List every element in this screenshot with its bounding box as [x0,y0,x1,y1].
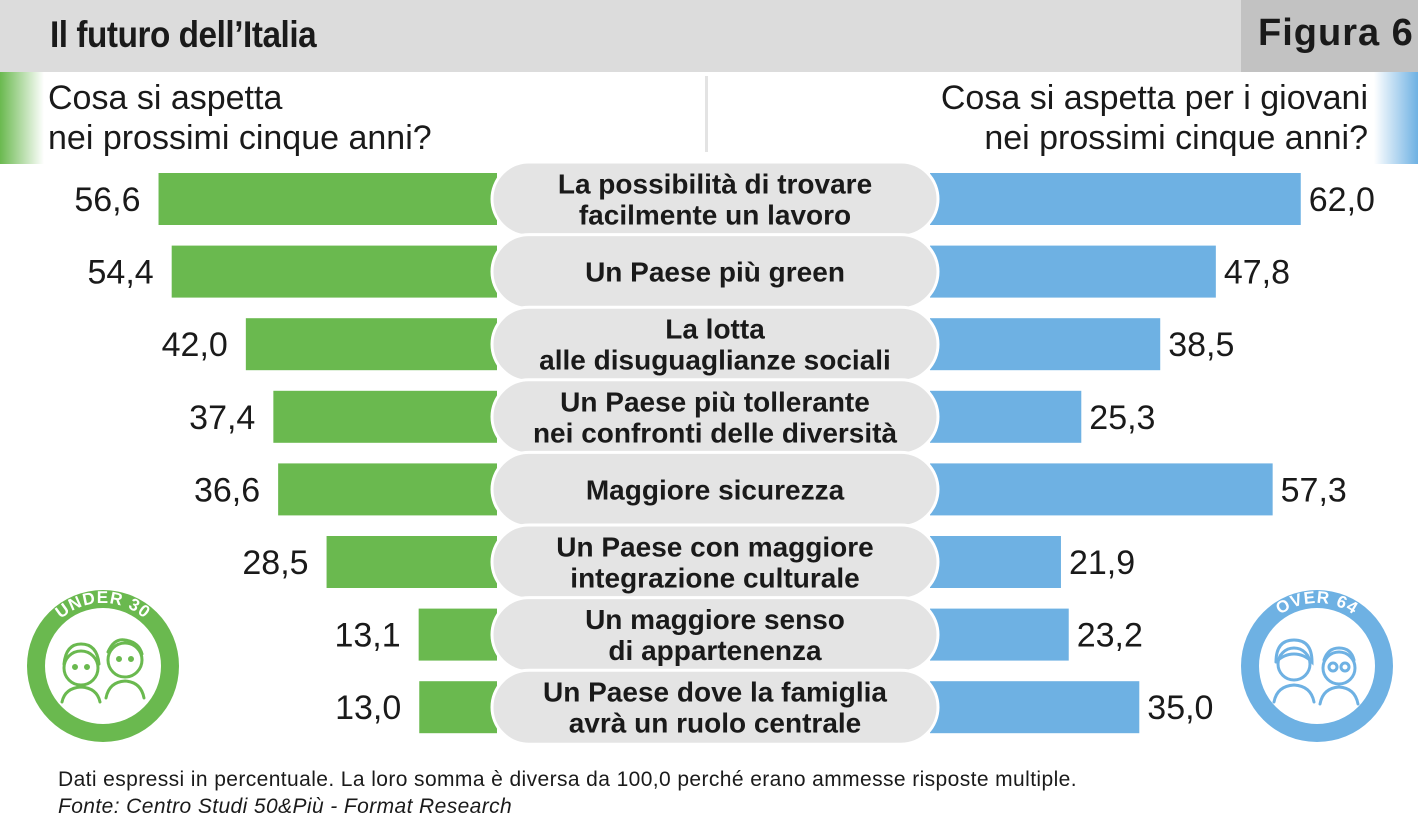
header-divider [705,76,708,152]
bar-left [419,681,497,734]
bar-right [930,608,1069,661]
bar-right [930,173,1301,225]
category-label: La possibilità di trovare facilmente un l… [558,169,872,231]
bar-right [930,245,1216,298]
bar-left [326,536,497,588]
figure-badge [1241,0,1418,72]
category-label: Un Paese più green [585,257,845,288]
value-label-right: 23,2 [1077,617,1143,655]
bar-left [158,173,498,225]
value-label-right: 25,3 [1089,399,1155,437]
category-label: Un Paese più tollerante nei confronti del… [533,386,898,448]
value-label-left: 28,5 [242,544,308,582]
bar-right [930,536,1061,588]
value-label-right: 57,3 [1281,471,1347,509]
bar-left [273,390,497,443]
right-accent-strip [1374,72,1418,164]
value-label-left: 36,6 [194,471,260,509]
value-label-left: 13,1 [334,617,400,655]
header-bar [0,0,1418,72]
young-people-icon [60,638,146,704]
bar-left [245,318,497,371]
bar-left [278,463,497,516]
value-label-left: 54,4 [88,254,154,292]
left-accent-strip [0,72,44,164]
elderly-people-icon [1272,638,1360,706]
bar-left [171,245,498,298]
value-label-left: 37,4 [189,399,255,437]
source-note: Fonte: Centro Studi 50&Più - Format Rese… [58,795,513,818]
bar-right [930,390,1082,443]
category-label: Maggiore sicurezza [586,474,845,505]
category-label: Un maggiore senso di appartenenza [585,604,845,666]
category-label: Un Paese con maggiore integrazione cultur… [556,532,873,594]
value-label-right: 47,8 [1224,254,1290,292]
bar-right [930,681,1140,734]
category-label: La lotta alle disuguaglianze sociali [539,314,891,376]
value-label-left: 13,0 [335,689,401,727]
butterfly-bar-chart: La possibilità di trovare facilmente un l… [74,160,1375,746]
figure-label: Figura 6 [1258,12,1414,54]
category-label: Un Paese dove la famiglia avrà un ruolo c… [543,677,887,739]
question-right: Cosa si aspetta per i giovani nei prossi… [940,79,1368,157]
value-label-right: 38,5 [1168,326,1234,364]
value-label-left: 56,6 [74,181,140,219]
footnote: Dati espressi in percentuale. La loro so… [58,768,1077,791]
bar-right [930,463,1273,516]
question-left: Cosa si aspetta nei prossimi cinque anni… [48,79,432,157]
page-title: Il futuro dell’Italia [50,14,317,55]
value-label-left: 42,0 [162,326,228,364]
under-30-badge: UNDER 30 [27,588,179,742]
value-label-right: 35,0 [1147,689,1213,727]
value-label-right: 21,9 [1069,544,1135,582]
bar-right [930,318,1161,371]
value-label-right: 62,0 [1309,181,1375,219]
over-64-badge: OVER 64 [1241,588,1393,742]
category-pill [490,668,940,746]
bar-left [418,608,497,661]
